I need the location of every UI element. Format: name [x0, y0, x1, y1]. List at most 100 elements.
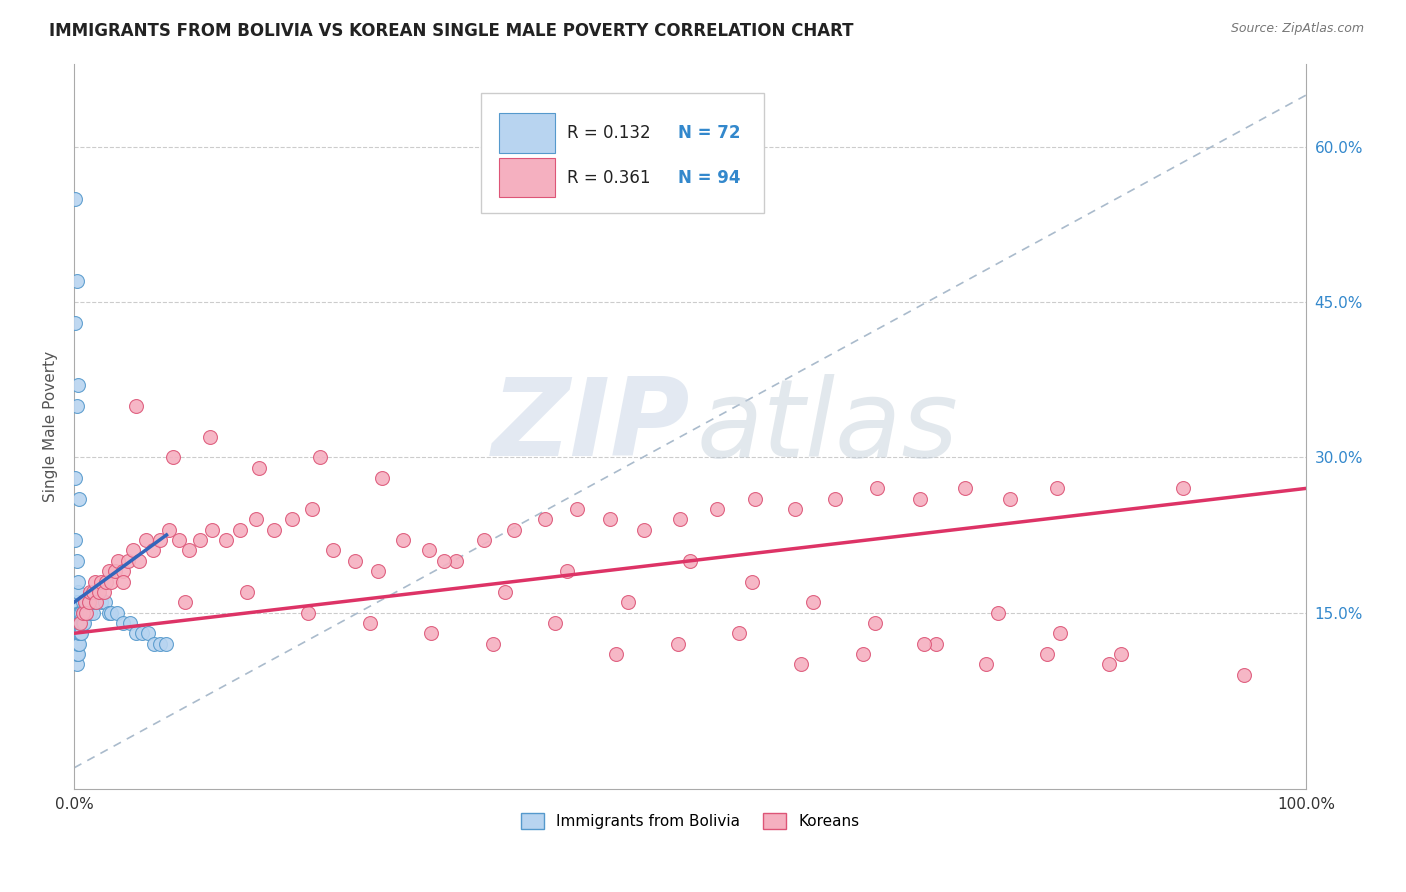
- Point: [669, 512, 692, 526]
- Point: [599, 512, 621, 526]
- Text: ZIP: ZIP: [492, 373, 690, 479]
- Point: [125, 399, 148, 413]
- Point: [65, 606, 87, 620]
- Point: [783, 502, 806, 516]
- Point: [1049, 626, 1071, 640]
- Point: [533, 512, 555, 526]
- Point: [67, 491, 90, 506]
- Point: [122, 543, 145, 558]
- Point: [67, 626, 90, 640]
- Point: [65, 615, 87, 630]
- Point: [472, 533, 495, 548]
- Point: [155, 637, 177, 651]
- Point: [925, 637, 948, 651]
- Point: [65, 533, 87, 548]
- Point: [72, 595, 94, 609]
- Point: [82, 585, 104, 599]
- Point: [75, 606, 97, 620]
- Point: [80, 595, 103, 609]
- Point: [90, 574, 112, 589]
- Point: [263, 523, 285, 537]
- Point: [66, 626, 89, 640]
- Point: [392, 533, 415, 548]
- FancyBboxPatch shape: [481, 93, 763, 212]
- Point: [82, 606, 104, 620]
- Point: [125, 626, 148, 640]
- Point: [910, 491, 932, 506]
- Point: [69, 626, 91, 640]
- Point: [97, 564, 120, 578]
- Point: [65, 606, 87, 620]
- Point: [67, 615, 90, 630]
- Point: [105, 606, 128, 620]
- Point: [65, 615, 87, 630]
- Point: [65, 615, 87, 630]
- Point: [65, 471, 87, 485]
- Text: Source: ZipAtlas.com: Source: ZipAtlas.com: [1230, 22, 1364, 36]
- Point: [482, 637, 505, 651]
- Point: [444, 554, 467, 568]
- Point: [143, 637, 166, 651]
- Point: [65, 192, 87, 206]
- Point: [65, 637, 87, 651]
- Text: R = 0.361: R = 0.361: [567, 169, 651, 186]
- Point: [149, 533, 172, 548]
- Point: [77, 595, 100, 609]
- Point: [79, 585, 101, 599]
- Point: [543, 615, 565, 630]
- Point: [281, 512, 304, 526]
- Point: [67, 606, 90, 620]
- Point: [69, 615, 91, 630]
- Y-axis label: Single Male Poverty: Single Male Poverty: [44, 351, 58, 502]
- Point: [801, 595, 824, 609]
- Point: [247, 460, 270, 475]
- Point: [65, 647, 87, 661]
- Point: [167, 533, 190, 548]
- Point: [87, 585, 110, 599]
- Point: [503, 523, 526, 537]
- Point: [66, 574, 89, 589]
- Point: [75, 606, 97, 620]
- Point: [69, 615, 91, 630]
- Point: [157, 523, 180, 537]
- Point: [214, 533, 236, 548]
- Point: [118, 615, 141, 630]
- FancyBboxPatch shape: [499, 158, 554, 197]
- Point: [75, 595, 97, 609]
- Point: [84, 595, 107, 609]
- Point: [70, 626, 93, 640]
- Point: [65, 595, 87, 609]
- Point: [72, 615, 94, 630]
- Point: [84, 585, 107, 599]
- Point: [65, 615, 87, 630]
- Point: [188, 533, 211, 548]
- Point: [66, 606, 89, 620]
- Point: [65, 399, 87, 413]
- Point: [744, 491, 766, 506]
- Point: [201, 523, 224, 537]
- FancyBboxPatch shape: [499, 112, 554, 153]
- Point: [1233, 667, 1256, 681]
- Point: [974, 657, 997, 672]
- Point: [229, 523, 252, 537]
- Point: [297, 606, 319, 620]
- Point: [177, 543, 200, 558]
- Point: [97, 606, 120, 620]
- Point: [75, 595, 97, 609]
- Point: [112, 564, 135, 578]
- Point: [912, 637, 935, 651]
- Point: [75, 606, 97, 620]
- Point: [67, 637, 90, 651]
- Point: [135, 533, 157, 548]
- Point: [66, 377, 89, 392]
- Point: [866, 482, 889, 496]
- Point: [136, 626, 159, 640]
- Point: [100, 606, 122, 620]
- Point: [77, 606, 100, 620]
- Point: [104, 564, 127, 578]
- Point: [72, 606, 94, 620]
- Point: [65, 657, 87, 672]
- Point: [555, 564, 578, 578]
- Point: [322, 543, 344, 558]
- Point: [65, 637, 87, 651]
